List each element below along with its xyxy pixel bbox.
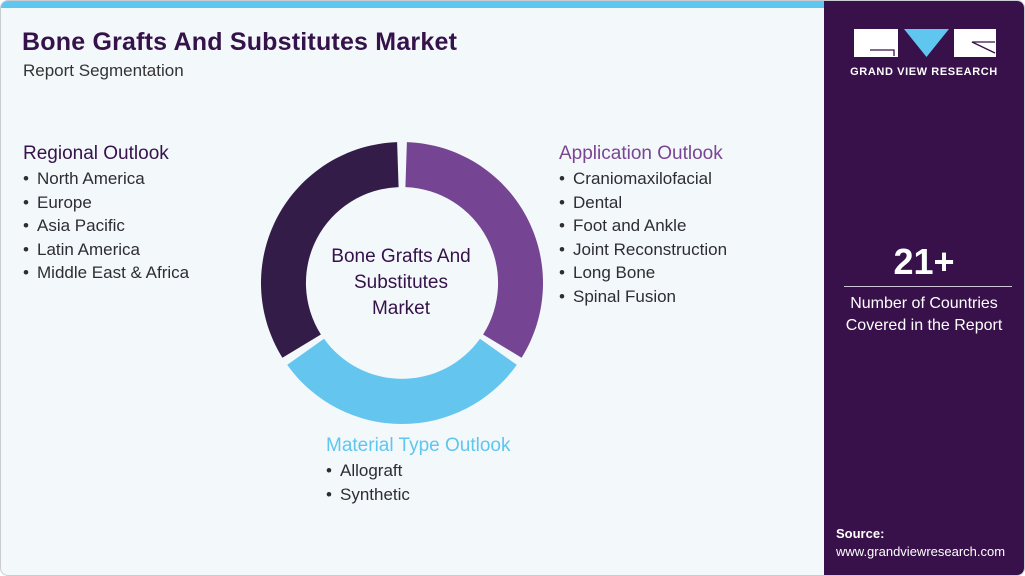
application-outlook-title: Application Outlook xyxy=(559,143,723,164)
bullet-icon: • xyxy=(23,239,29,259)
bullet-icon: • xyxy=(559,239,565,259)
list-item: • Craniomaxilofacial xyxy=(559,167,727,191)
application-outlook-list: • Craniomaxilofacial • Dental • Foot and An… xyxy=(559,167,727,308)
source-label: Source: xyxy=(836,526,885,541)
donut-center-label: Bone Grafts And Substitutes Market xyxy=(331,246,471,319)
bullet-icon: • xyxy=(23,192,29,212)
bullet-icon: • xyxy=(559,192,565,212)
regional-outlook-group: Regional Outlook • North America • Europe … xyxy=(23,143,189,285)
material-type-outlook-group: Material Type Outlook • Allograft • Synthe… xyxy=(326,435,510,506)
bullet-icon: • xyxy=(23,216,29,235)
regional-outlook-title: Regional Outlook xyxy=(23,143,169,164)
brand-sidebar xyxy=(824,1,1024,575)
top-accent-bar xyxy=(1,1,824,8)
bullet-icon: • xyxy=(326,484,332,504)
material-type-outlook-list: • Allograft • Synthetic xyxy=(326,459,510,506)
bullet-icon: • xyxy=(559,286,565,306)
material-type-outlook-title: Material Type Outlook xyxy=(326,435,511,456)
bullet-icon: • xyxy=(559,263,565,282)
countries-label: Number of Countries Covered in the Repor… xyxy=(845,295,1003,334)
list-item: • Synthetic xyxy=(326,483,510,507)
bullet-icon: • xyxy=(23,263,29,282)
list-item: • Asia Pacific xyxy=(23,214,189,238)
list-item: • Europe xyxy=(23,191,189,215)
donut-segment-material xyxy=(287,338,517,425)
list-item: • North America xyxy=(23,167,189,191)
bullet-icon: • xyxy=(559,216,565,235)
segmentation-donut xyxy=(260,142,544,425)
regional-outlook-list: • North America • Europe • Asia Pacific • La… xyxy=(23,167,189,285)
logo-text: GRAND VIEW RESEARCH xyxy=(850,66,998,78)
list-item: • Long Bone xyxy=(559,261,727,285)
gvr-logo-icon xyxy=(854,29,996,57)
bullet-icon: • xyxy=(23,169,29,188)
donut-segment-regional xyxy=(260,142,399,358)
page-subtitle: Report Segmentation xyxy=(23,61,184,80)
list-item: • Foot and Ankle xyxy=(559,214,727,238)
source-link[interactable]: www.grandviewresearch.com xyxy=(836,544,1006,559)
list-item: • Dental xyxy=(559,191,727,215)
page-title: Bone Grafts And Substitutes Market xyxy=(22,28,458,56)
list-item: • Middle East & Africa xyxy=(23,261,189,285)
application-outlook-group: Application Outlook • Craniomaxilofacial … xyxy=(559,143,727,308)
list-item: • Latin America xyxy=(23,238,189,262)
bullet-icon: • xyxy=(559,169,565,188)
countries-count: 21+ xyxy=(893,241,955,282)
stat-divider xyxy=(844,286,1012,287)
donut-segment-application xyxy=(405,142,544,358)
bullet-icon: • xyxy=(326,461,332,480)
list-item: • Spinal Fusion xyxy=(559,285,727,309)
list-item: • Allograft xyxy=(326,459,510,483)
list-item: • Joint Reconstruction xyxy=(559,238,727,262)
